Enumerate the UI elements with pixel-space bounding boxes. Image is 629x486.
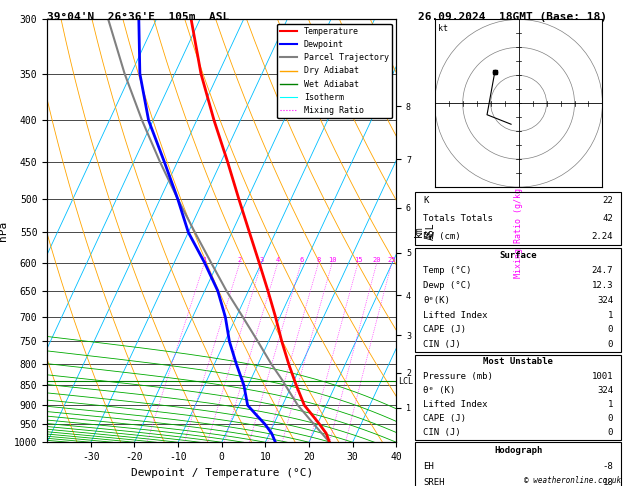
Text: EH: EH xyxy=(423,462,434,471)
Legend: Temperature, Dewpoint, Parcel Trajectory, Dry Adiabat, Wet Adiabat, Isotherm, Mi: Temperature, Dewpoint, Parcel Trajectory… xyxy=(277,24,392,118)
Text: 25: 25 xyxy=(387,257,396,263)
Y-axis label: hPa: hPa xyxy=(0,221,8,241)
Text: 12.3: 12.3 xyxy=(592,281,613,290)
Text: 0: 0 xyxy=(608,414,613,423)
Text: Surface: Surface xyxy=(499,251,537,260)
Text: 1001: 1001 xyxy=(592,371,613,381)
Text: 39°04'N  26°36'E  105m  ASL: 39°04'N 26°36'E 105m ASL xyxy=(47,12,230,22)
Text: Lifted Index: Lifted Index xyxy=(423,311,488,319)
Text: 15: 15 xyxy=(353,257,362,263)
Text: 6: 6 xyxy=(299,257,303,263)
Text: Pressure (mb): Pressure (mb) xyxy=(423,371,493,381)
Text: CAPE (J): CAPE (J) xyxy=(423,326,466,334)
Text: -8: -8 xyxy=(603,462,613,471)
Text: Temp (°C): Temp (°C) xyxy=(423,266,472,275)
Text: CIN (J): CIN (J) xyxy=(423,428,461,437)
Text: CAPE (J): CAPE (J) xyxy=(423,414,466,423)
Text: Most Unstable: Most Unstable xyxy=(483,357,554,366)
Text: 42: 42 xyxy=(603,214,613,223)
Text: 0: 0 xyxy=(608,340,613,349)
Text: Totals Totals: Totals Totals xyxy=(423,214,493,223)
Text: 0: 0 xyxy=(608,428,613,437)
X-axis label: Dewpoint / Temperature (°C): Dewpoint / Temperature (°C) xyxy=(131,468,313,478)
Text: 1: 1 xyxy=(608,400,613,409)
Text: Lifted Index: Lifted Index xyxy=(423,400,488,409)
Text: 1: 1 xyxy=(203,257,206,263)
Text: 324: 324 xyxy=(597,295,613,305)
Text: θᵉ(K): θᵉ(K) xyxy=(423,295,450,305)
Text: 2.24: 2.24 xyxy=(592,232,613,241)
Text: 324: 324 xyxy=(597,386,613,395)
Text: CIN (J): CIN (J) xyxy=(423,340,461,349)
Text: PW (cm): PW (cm) xyxy=(423,232,461,241)
Text: LCL: LCL xyxy=(398,377,413,385)
Text: 20: 20 xyxy=(372,257,381,263)
Text: 4: 4 xyxy=(276,257,280,263)
Text: 0: 0 xyxy=(608,326,613,334)
Text: SREH: SREH xyxy=(423,478,445,486)
Text: θᵉ (K): θᵉ (K) xyxy=(423,386,455,395)
Text: Dewp (°C): Dewp (°C) xyxy=(423,281,472,290)
Text: 1: 1 xyxy=(608,311,613,319)
Y-axis label: km
ASL: km ASL xyxy=(414,222,435,240)
Text: kt: kt xyxy=(438,24,448,34)
Text: K: K xyxy=(423,196,429,206)
Text: 26.09.2024  18GMT (Base: 18): 26.09.2024 18GMT (Base: 18) xyxy=(418,12,607,22)
Text: 22: 22 xyxy=(603,196,613,206)
Text: 8: 8 xyxy=(316,257,321,263)
Text: Hodograph: Hodograph xyxy=(494,446,542,455)
Text: 2: 2 xyxy=(238,257,242,263)
Text: 10: 10 xyxy=(328,257,337,263)
Text: © weatheronline.co.uk: © weatheronline.co.uk xyxy=(525,476,621,485)
Text: 18: 18 xyxy=(603,478,613,486)
Text: Mixing Ratio (g/kg): Mixing Ratio (g/kg) xyxy=(514,183,523,278)
Text: 3: 3 xyxy=(260,257,264,263)
Text: 24.7: 24.7 xyxy=(592,266,613,275)
